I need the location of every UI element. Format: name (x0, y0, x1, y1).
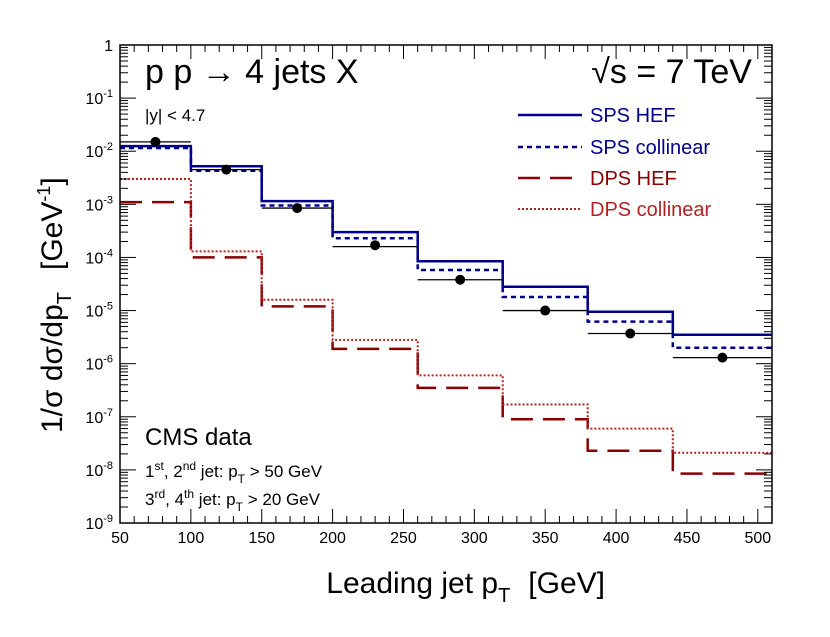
legend-label-dps-collinear: DPS collinear (590, 199, 712, 221)
x-tick-label: 500 (744, 530, 771, 547)
x-tick-label: 450 (674, 530, 701, 547)
cut-line-2: 3rd, 4th jet: pT > 20 GeV (145, 487, 321, 514)
legend-label-sps-collinear: SPS collinear (590, 137, 710, 159)
y-tick-label: 10-5 (85, 301, 113, 321)
data-layer (120, 136, 772, 363)
y-tick-label: 10-4 (85, 247, 113, 267)
data-point (292, 203, 303, 214)
y-tick-label: 10-7 (85, 407, 113, 427)
y-tick-label: 10-9 (85, 513, 113, 533)
x-tick-label: 350 (532, 530, 559, 547)
legend-label-dps-hef: DPS HEF (590, 168, 677, 190)
rapidity-cut: |y| < 4.7 (145, 106, 205, 125)
data-point (455, 274, 466, 285)
series-line-dps-collinear (120, 178, 772, 454)
x-tick-label: 50 (111, 530, 129, 547)
data-label: CMS data (145, 424, 252, 451)
title-left: p p → 4 jets X (145, 53, 359, 91)
x-tick-label: 100 (178, 530, 205, 547)
y-tick-label: 1 (104, 38, 113, 55)
x-tick-label: 200 (319, 530, 346, 547)
x-tick-label: 400 (603, 530, 630, 547)
data-point (717, 352, 728, 363)
plot-frame (119, 44, 773, 524)
series-line-dps-hef (120, 200, 772, 475)
y-tick-label: 10-8 (85, 460, 113, 480)
x-axis-title: Leading jet pT [GeV] (326, 567, 605, 607)
data-point (625, 328, 636, 339)
data-point (540, 305, 551, 316)
x-tick-label: 300 (461, 530, 488, 547)
x-tick-label: 150 (248, 530, 275, 547)
axes: 50 100 150 200 250 300 350 400 450 500 1 10-1 10-2 10… (85, 38, 773, 547)
cut-line-1: 1st, 2nd jet: pT > 50 GeV (145, 459, 323, 486)
title-right: √s = 7 TeV (591, 53, 752, 91)
y-tick-label: 10-3 (85, 194, 113, 214)
data-point (370, 240, 381, 251)
y-tick-label: 10-2 (85, 141, 113, 161)
data-point (150, 136, 161, 147)
y-tick-label: 10-1 (85, 88, 113, 108)
x-tick-label: 250 (390, 530, 417, 547)
data-point (221, 164, 232, 175)
y-axis-title: 1/σ dσ/dpT[GeV-1] (34, 177, 76, 433)
legend: SPS HEF SPS collinear DPS HEF DPS collin… (518, 105, 712, 221)
legend-label-sps-hef: SPS HEF (590, 105, 676, 127)
y-tick-label: 10-6 (85, 354, 113, 374)
